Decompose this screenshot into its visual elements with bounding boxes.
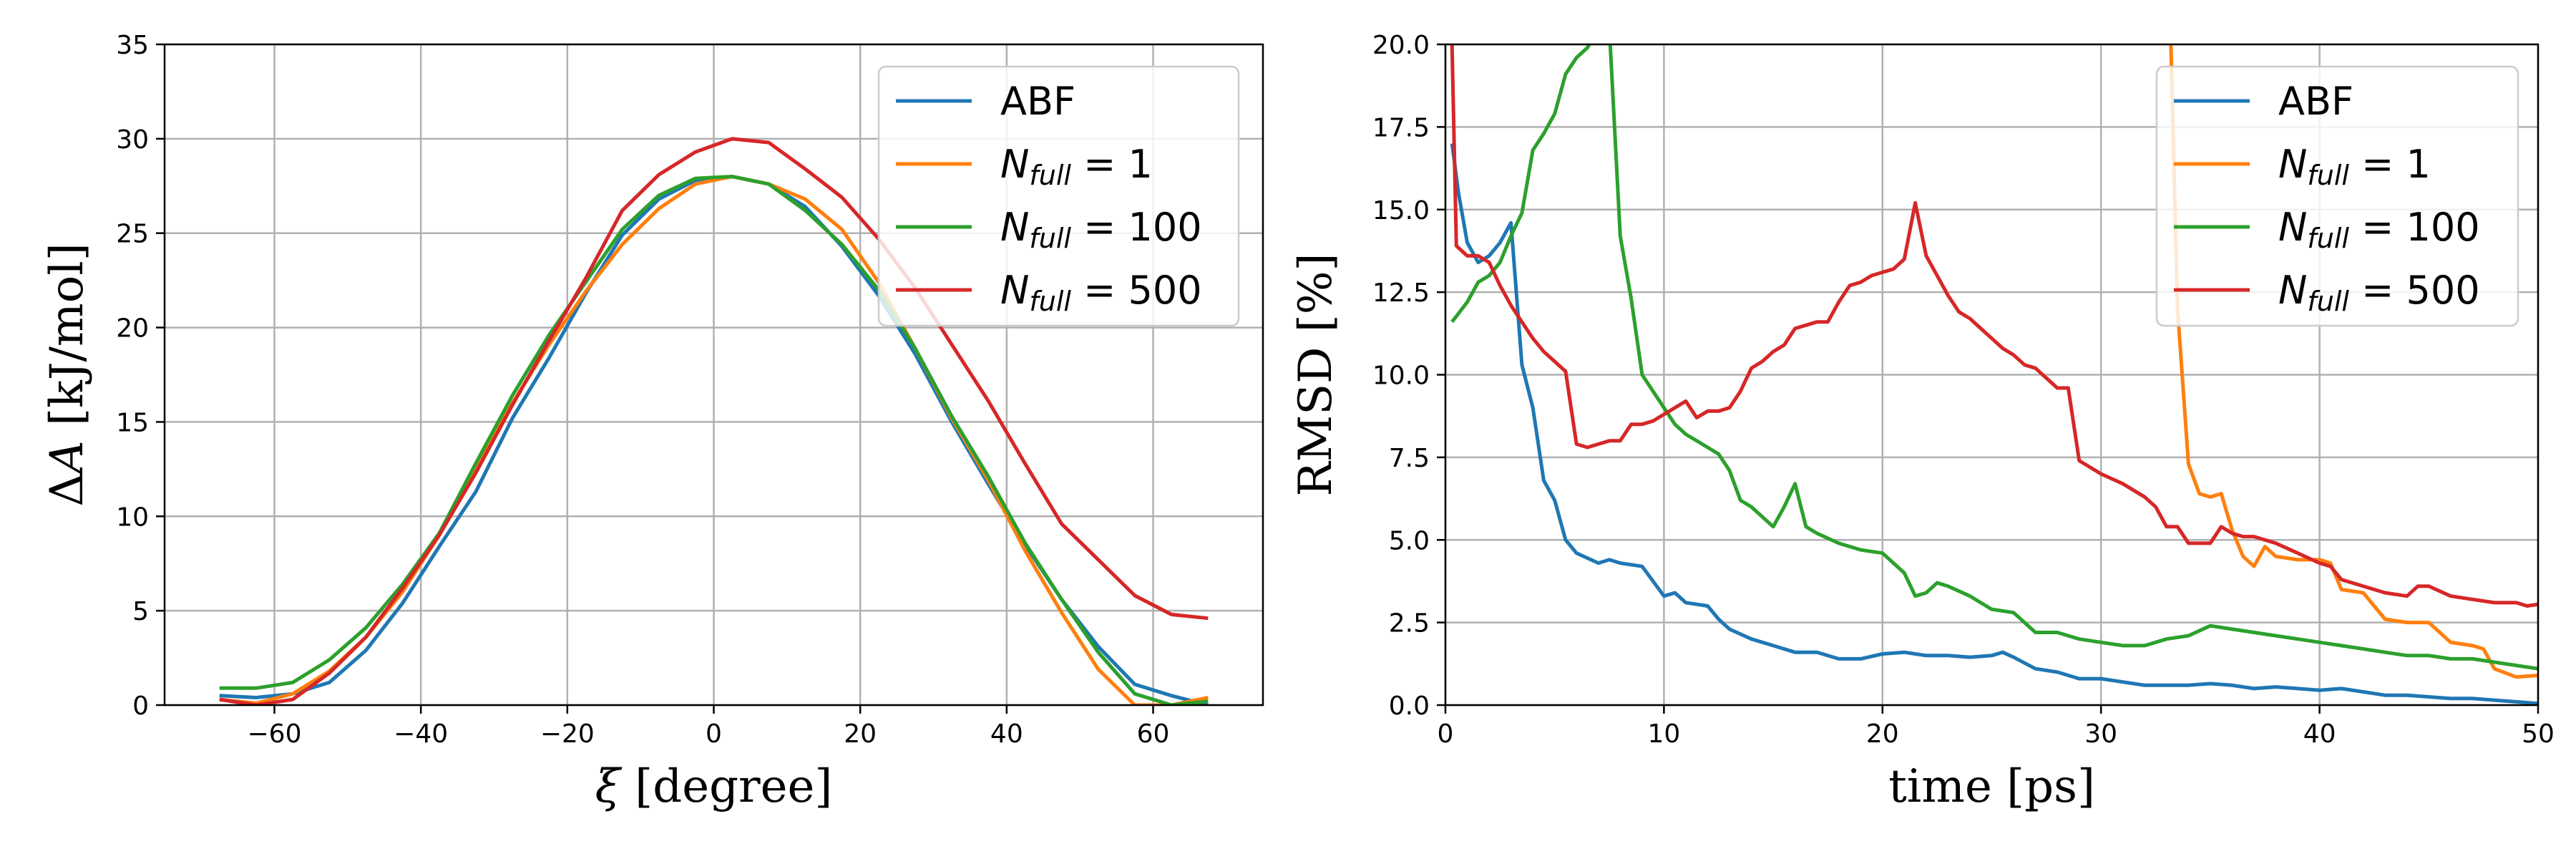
rmsd-chart: 0 10 20 30 40 50 0.0 2.5 5.0 7.5 10.0 12.5 15.0 17.5 2… <box>1289 31 2555 813</box>
legend-label-main: N <box>1000 142 1029 187</box>
series-line-2 <box>219 175 1209 705</box>
series-group <box>1450 44 2538 705</box>
y-tick-label: 0 <box>132 691 149 721</box>
y-axis-label-symbol: A <box>41 440 94 477</box>
legend-label-sub: full <box>2307 223 2349 254</box>
legend-label-main: N <box>2278 142 2307 187</box>
x-axis-label: ξ [degree] <box>595 760 833 813</box>
legend-label-rest: = 100 <box>2349 205 2480 250</box>
y-tick-label: 15.0 <box>1372 196 1430 225</box>
legend-label-1: Nfull = 1 <box>1000 142 1153 191</box>
y-axis-label-unit: [kJ/mol] <box>41 243 94 440</box>
legend-label-3: Nfull = 500 <box>2278 268 2480 317</box>
legend-box <box>2155 65 2519 327</box>
x-tick-label: 40 <box>990 719 1023 749</box>
y-tick-label: 10 <box>116 503 149 532</box>
series-line-3 <box>1450 44 2538 608</box>
series-line-1 <box>2169 44 2538 679</box>
legend-label-3: Nfull = 500 <box>1000 268 1202 317</box>
series-line-0 <box>1450 143 2538 705</box>
y-tick-label: 2.5 <box>1389 609 1430 639</box>
x-tick-label: 40 <box>2303 719 2336 749</box>
y-tick-label: 30 <box>116 125 149 155</box>
x-axis-label-unit: [degree] <box>620 760 832 813</box>
y-tick-label: 7.5 <box>1389 444 1430 473</box>
legend-label-2: Nfull = 100 <box>2278 205 2480 254</box>
y-axis-label: ΔA [kJ/mol] <box>41 243 94 506</box>
legend-label-rest: = 500 <box>2349 268 2480 313</box>
x-tick-label: 0 <box>706 719 722 749</box>
x-tick-label: 50 <box>2522 719 2555 749</box>
legend-label-sub: full <box>1029 223 1071 254</box>
x-tick-label: 60 <box>1137 719 1170 749</box>
y-tick-label: 35 <box>116 31 149 60</box>
x-tick-label: 10 <box>1647 719 1680 749</box>
legend-label-main: N <box>2278 205 2307 250</box>
x-tick-label: 0 <box>1438 719 1454 749</box>
y-tick-label: 12.5 <box>1372 278 1430 308</box>
legend-label-rest: = 1 <box>1071 142 1153 187</box>
legend-label-sub: full <box>2307 286 2349 317</box>
legend-label-sub: full <box>2307 160 2349 191</box>
y-tick-label: 17.5 <box>1372 113 1430 142</box>
legend-label-sub: full <box>1029 286 1071 317</box>
legend-label-main: N <box>1000 268 1029 313</box>
x-tick-label: −60 <box>248 719 302 749</box>
legend-label-0: ABF <box>1000 79 1075 124</box>
series-group <box>219 137 1209 705</box>
y-tick-label: 5.0 <box>1389 526 1430 555</box>
legend-label-main: N <box>1000 205 1029 250</box>
legend-label-1: Nfull = 1 <box>2278 142 2431 191</box>
legend-label-main: N <box>2278 268 2307 313</box>
legend-label-rest: = 1 <box>2349 142 2431 187</box>
y-tick-label: 20.0 <box>1372 31 1430 60</box>
legend-label-rest: = 500 <box>1071 268 1202 313</box>
x-axis-label-symbol: ξ <box>595 760 623 813</box>
x-tick-label: −20 <box>540 719 595 749</box>
y-tick-label: 25 <box>116 220 149 249</box>
x-axis-label: time [ps] <box>1888 760 2095 813</box>
y-axis-label: RMSD [%] <box>1289 253 1342 497</box>
x-tick-label: −40 <box>394 719 448 749</box>
y-tick-label: 10.0 <box>1372 361 1430 391</box>
free-energy-chart: −60 −40 −20 0 20 40 60 0 5 10 15 20 25 30 35 ξ [degree]… <box>41 31 1264 813</box>
legend-label-rest: = 100 <box>1071 205 1202 250</box>
x-tick-label: 30 <box>2084 719 2117 749</box>
y-tick-label: 20 <box>116 314 149 344</box>
legend-box <box>877 65 1240 327</box>
y-axis-label-prefix: Δ <box>41 473 94 506</box>
y-tick-label: 0.0 <box>1389 691 1430 721</box>
legend-label-0: ABF <box>2278 79 2353 124</box>
legend-label-sub: full <box>1029 160 1071 191</box>
x-tick-label: 20 <box>1866 719 1899 749</box>
x-tick-label: 20 <box>844 719 877 749</box>
series-line-2 <box>1450 44 2538 671</box>
y-tick-label: 5 <box>132 597 149 626</box>
legend-label-2: Nfull = 100 <box>1000 205 1202 254</box>
y-tick-label: 15 <box>116 408 149 437</box>
series-line-3 <box>219 137 1209 705</box>
